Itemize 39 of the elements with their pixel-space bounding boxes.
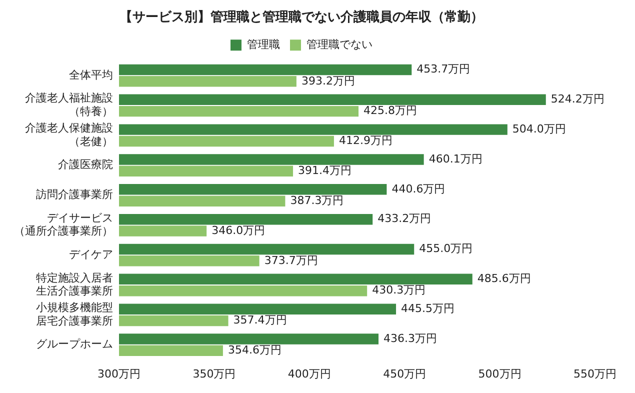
data-label: 524.2万円 bbox=[550, 92, 604, 106]
data-label: 504.0万円 bbox=[512, 122, 566, 136]
data-label: 357.4万円 bbox=[233, 314, 287, 327]
data-label: 393.2万円 bbox=[301, 74, 355, 88]
data-label: 445.5万円 bbox=[401, 302, 455, 315]
x-tick-label: 300万円 bbox=[98, 367, 140, 380]
data-label: 433.2万円 bbox=[378, 212, 432, 226]
y-tick-label: 訪問介護事業所 bbox=[36, 188, 113, 202]
x-tick-label: 450万円 bbox=[383, 367, 426, 380]
data-label: 373.7万円 bbox=[264, 254, 318, 267]
y-tick-label: デイサービス（通所介護事業所） bbox=[14, 211, 113, 238]
y-tick-label: 全体平均 bbox=[69, 68, 113, 82]
y-tick-label: 特定施設入居者生活介護事業所 bbox=[36, 271, 113, 298]
data-label: 387.3万円 bbox=[290, 194, 344, 207]
y-tick-label: デイケア bbox=[69, 248, 113, 261]
data-label: 485.6万円 bbox=[477, 272, 531, 286]
legend-label: 管理職 bbox=[247, 38, 280, 51]
data-label: 440.6万円 bbox=[392, 182, 446, 196]
y-tick-label: 介護老人福祉施設（特養） bbox=[25, 92, 113, 118]
y-tick-label: 小規模多機能型居宅介護事業所 bbox=[36, 301, 113, 328]
x-tick-label: 550万円 bbox=[574, 367, 616, 380]
data-label: 455.0万円 bbox=[419, 242, 473, 256]
data-label: 453.7万円 bbox=[416, 62, 470, 76]
x-tick-label: 400万円 bbox=[288, 367, 331, 380]
data-label: 460.1万円 bbox=[428, 152, 482, 166]
data-label: 430.3万円 bbox=[372, 284, 426, 297]
data-label: 346.0万円 bbox=[212, 224, 266, 237]
chart-title: 【サービス別】管理職と管理職でない介護職員の年収（常勤） bbox=[120, 9, 484, 26]
x-tick-label: 500万円 bbox=[478, 367, 522, 380]
x-tick-label: 350万円 bbox=[192, 367, 236, 380]
data-label: 391.4万円 bbox=[298, 164, 352, 178]
data-label: 354.6万円 bbox=[228, 344, 282, 357]
y-tick-label: グループホーム bbox=[36, 338, 113, 351]
data-label: 425.8万円 bbox=[364, 104, 418, 118]
legend-label: 管理職でない bbox=[306, 38, 372, 51]
y-tick-label: 介護老人保健施設（老健） bbox=[25, 122, 113, 148]
data-label: 412.9万円 bbox=[338, 134, 392, 148]
data-label: 436.3万円 bbox=[384, 332, 438, 345]
y-tick-label: 介護医療院 bbox=[58, 158, 113, 172]
